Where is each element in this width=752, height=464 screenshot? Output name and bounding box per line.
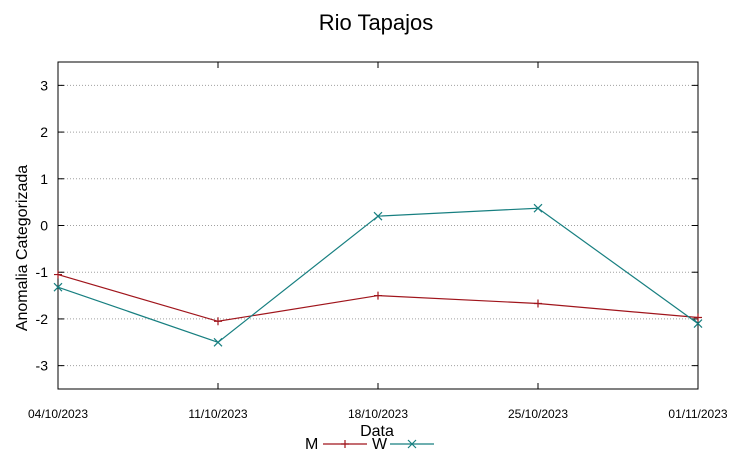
data-point-W (533, 203, 543, 213)
chart-title: Rio Tapajos (319, 10, 434, 35)
plot-area-border (57, 61, 699, 390)
y-tick-label: 3 (40, 77, 48, 93)
data-point-W (693, 319, 703, 329)
y-tick-label: 1 (40, 171, 48, 187)
x-tick-label: 11/10/2023 (188, 407, 247, 421)
axes: -3 -2 -1 0 1 2 3 04/10/2023 11/10/2023 18/10/2023… (28, 61, 728, 421)
y-tick-label: 2 (40, 124, 48, 140)
legend-marker-M (341, 440, 349, 448)
data-point-M (54, 270, 62, 279)
x-axis-label: Data (360, 423, 394, 440)
data-point-W (213, 337, 223, 347)
data-point-W (373, 211, 383, 221)
data-point-M (694, 313, 702, 322)
data-point-W (53, 282, 63, 292)
series-line-W (57, 207, 699, 343)
legend-label-M: M (305, 436, 318, 453)
x-tick-label: 25/10/2023 (508, 407, 568, 421)
y-tick-label: -3 (36, 358, 49, 374)
x-tick-label: 01/11/2023 (668, 407, 727, 421)
legend-marker-W (407, 439, 417, 449)
x-tick-label: 18/10/2023 (348, 407, 408, 421)
y-tick-label: 0 (40, 218, 48, 234)
y-tick-label: -1 (36, 264, 49, 280)
gridlines (58, 84, 698, 367)
data-point-M (534, 299, 542, 308)
series (53, 203, 703, 347)
x-tick-label: 04/10/2023 (28, 407, 88, 421)
data-point-M (214, 317, 222, 326)
y-axis-label: Anomalia Categorizada (14, 165, 31, 331)
legend-label-W: W (372, 436, 388, 453)
data-point-M (374, 291, 382, 300)
y-tick-label: -2 (36, 311, 49, 327)
